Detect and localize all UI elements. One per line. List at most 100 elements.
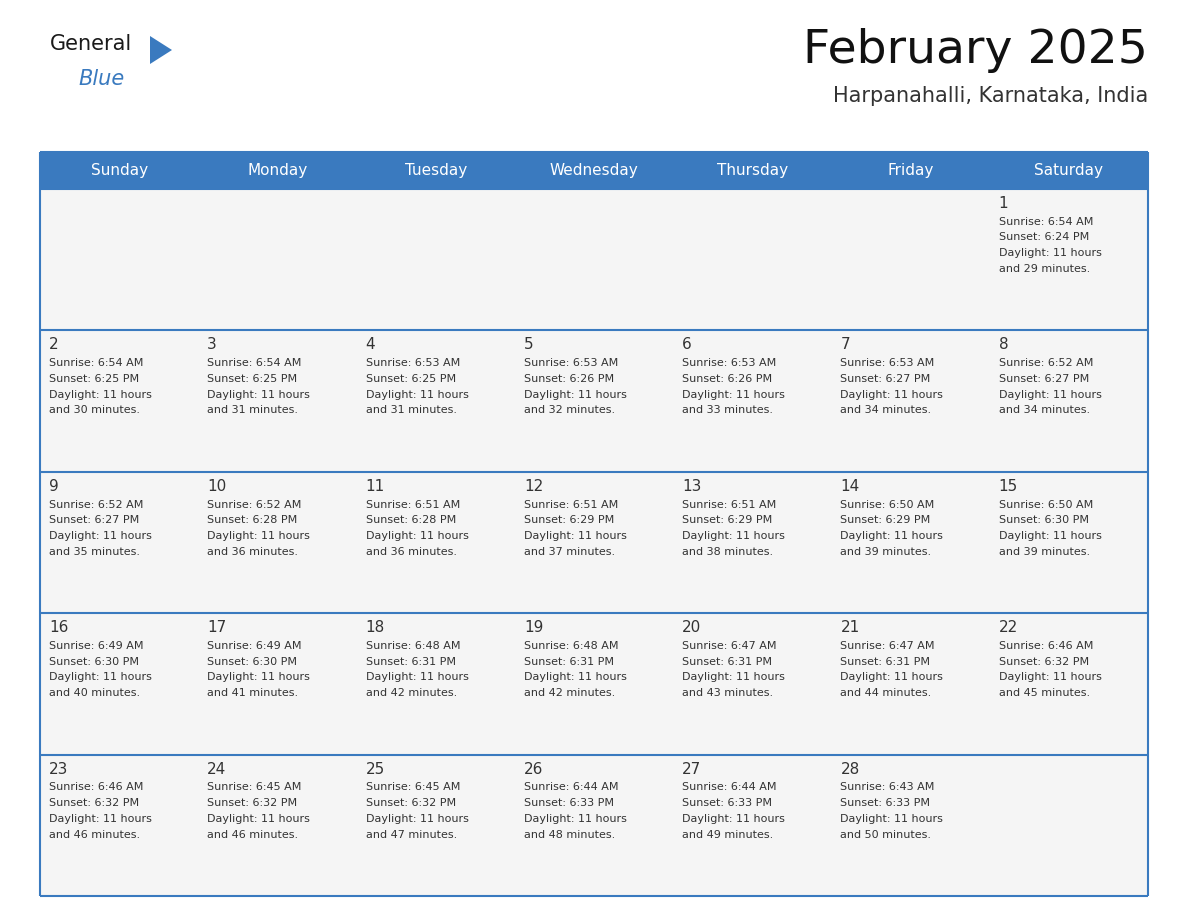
Text: 11: 11 [366, 478, 385, 494]
Text: 28: 28 [840, 762, 860, 777]
Text: 2: 2 [49, 337, 58, 352]
Text: Sunrise: 6:45 AM: Sunrise: 6:45 AM [366, 782, 460, 792]
Text: Sunset: 6:33 PM: Sunset: 6:33 PM [524, 799, 614, 808]
Text: and 48 minutes.: and 48 minutes. [524, 830, 615, 840]
Text: Sunrise: 6:53 AM: Sunrise: 6:53 AM [366, 358, 460, 368]
Bar [40, 472, 198, 613]
Text: 22: 22 [999, 620, 1018, 635]
Bar [990, 152, 1148, 188]
Text: 1: 1 [999, 196, 1009, 210]
Text: Sunrise: 6:54 AM: Sunrise: 6:54 AM [49, 358, 144, 368]
Bar [198, 188, 356, 330]
Text: Sunrise: 6:44 AM: Sunrise: 6:44 AM [524, 782, 619, 792]
Text: Daylight: 11 hours: Daylight: 11 hours [207, 673, 310, 682]
Text: Sunset: 6:31 PM: Sunset: 6:31 PM [524, 656, 614, 666]
Text: Blue: Blue [78, 69, 125, 89]
Text: Sunset: 6:30 PM: Sunset: 6:30 PM [49, 656, 139, 666]
Bar [674, 330, 832, 472]
Text: Sunset: 6:29 PM: Sunset: 6:29 PM [682, 515, 772, 525]
Text: and 29 minutes.: and 29 minutes. [999, 263, 1089, 274]
Text: Daylight: 11 hours: Daylight: 11 hours [366, 389, 468, 399]
Text: Sunset: 6:33 PM: Sunset: 6:33 PM [682, 799, 772, 808]
Text: Daylight: 11 hours: Daylight: 11 hours [49, 531, 152, 541]
Text: 12: 12 [524, 478, 543, 494]
Text: Sunset: 6:32 PM: Sunset: 6:32 PM [366, 799, 456, 808]
Text: and 33 minutes.: and 33 minutes. [682, 405, 773, 415]
Text: Daylight: 11 hours: Daylight: 11 hours [207, 389, 310, 399]
Text: Monday: Monday [247, 162, 308, 178]
Text: Daylight: 11 hours: Daylight: 11 hours [524, 389, 627, 399]
Text: 10: 10 [207, 478, 227, 494]
Text: Sunset: 6:28 PM: Sunset: 6:28 PM [366, 515, 456, 525]
Bar [40, 613, 198, 755]
Text: 3: 3 [207, 337, 217, 352]
Text: and 50 minutes.: and 50 minutes. [840, 830, 931, 840]
Bar [990, 472, 1148, 613]
Text: Sunset: 6:31 PM: Sunset: 6:31 PM [366, 656, 455, 666]
Text: Sunrise: 6:50 AM: Sunrise: 6:50 AM [840, 499, 935, 509]
Bar [674, 472, 832, 613]
Text: Daylight: 11 hours: Daylight: 11 hours [524, 673, 627, 682]
Text: and 46 minutes.: and 46 minutes. [49, 830, 140, 840]
Text: Daylight: 11 hours: Daylight: 11 hours [366, 673, 468, 682]
Text: 26: 26 [524, 762, 543, 777]
Text: Daylight: 11 hours: Daylight: 11 hours [999, 673, 1101, 682]
Text: and 30 minutes.: and 30 minutes. [49, 405, 140, 415]
Text: Sunrise: 6:51 AM: Sunrise: 6:51 AM [682, 499, 777, 509]
Text: and 37 minutes.: and 37 minutes. [524, 547, 615, 556]
Text: Sunrise: 6:51 AM: Sunrise: 6:51 AM [524, 499, 618, 509]
Text: Friday: Friday [887, 162, 934, 178]
Bar [514, 755, 674, 896]
Text: 15: 15 [999, 478, 1018, 494]
Text: Sunset: 6:28 PM: Sunset: 6:28 PM [207, 515, 297, 525]
Bar [356, 613, 514, 755]
Text: 5: 5 [524, 337, 533, 352]
Text: Sunrise: 6:47 AM: Sunrise: 6:47 AM [682, 641, 777, 651]
Text: Daylight: 11 hours: Daylight: 11 hours [366, 531, 468, 541]
Bar [514, 330, 674, 472]
Text: and 36 minutes.: and 36 minutes. [207, 547, 298, 556]
Text: 7: 7 [840, 337, 851, 352]
Text: and 45 minutes.: and 45 minutes. [999, 688, 1089, 699]
Text: Sunrise: 6:54 AM: Sunrise: 6:54 AM [207, 358, 302, 368]
Bar [356, 188, 514, 330]
Text: Sunset: 6:29 PM: Sunset: 6:29 PM [524, 515, 614, 525]
Bar [198, 755, 356, 896]
Bar [198, 152, 356, 188]
Text: Sunset: 6:33 PM: Sunset: 6:33 PM [840, 799, 930, 808]
Text: February 2025: February 2025 [803, 28, 1148, 73]
Text: Harpanahalli, Karnataka, India: Harpanahalli, Karnataka, India [833, 86, 1148, 106]
Text: Daylight: 11 hours: Daylight: 11 hours [524, 814, 627, 824]
Text: Sunset: 6:31 PM: Sunset: 6:31 PM [682, 656, 772, 666]
Text: and 38 minutes.: and 38 minutes. [682, 547, 773, 556]
Bar [356, 330, 514, 472]
Text: and 31 minutes.: and 31 minutes. [207, 405, 298, 415]
Text: 17: 17 [207, 620, 227, 635]
Text: Sunrise: 6:52 AM: Sunrise: 6:52 AM [49, 499, 144, 509]
Text: Sunrise: 6:44 AM: Sunrise: 6:44 AM [682, 782, 777, 792]
Text: Daylight: 11 hours: Daylight: 11 hours [366, 814, 468, 824]
Text: Sunrise: 6:49 AM: Sunrise: 6:49 AM [207, 641, 302, 651]
Text: Thursday: Thursday [716, 162, 788, 178]
Text: Daylight: 11 hours: Daylight: 11 hours [207, 531, 310, 541]
Text: Sunrise: 6:52 AM: Sunrise: 6:52 AM [207, 499, 302, 509]
Text: 8: 8 [999, 337, 1009, 352]
Text: 23: 23 [49, 762, 69, 777]
Text: 14: 14 [840, 478, 860, 494]
Text: Sunset: 6:25 PM: Sunset: 6:25 PM [49, 374, 139, 384]
Text: 6: 6 [682, 337, 691, 352]
Bar [356, 755, 514, 896]
Text: Daylight: 11 hours: Daylight: 11 hours [999, 248, 1101, 258]
Text: Sunrise: 6:50 AM: Sunrise: 6:50 AM [999, 499, 1093, 509]
Text: Tuesday: Tuesday [405, 162, 467, 178]
Bar [674, 152, 832, 188]
Bar [674, 755, 832, 896]
Text: Daylight: 11 hours: Daylight: 11 hours [524, 531, 627, 541]
Text: and 36 minutes.: and 36 minutes. [366, 547, 456, 556]
Text: Sunset: 6:29 PM: Sunset: 6:29 PM [840, 515, 930, 525]
Text: Daylight: 11 hours: Daylight: 11 hours [49, 389, 152, 399]
Text: Sunrise: 6:53 AM: Sunrise: 6:53 AM [840, 358, 935, 368]
Text: Sunrise: 6:53 AM: Sunrise: 6:53 AM [682, 358, 777, 368]
Polygon shape [150, 36, 172, 64]
Text: 9: 9 [49, 478, 58, 494]
